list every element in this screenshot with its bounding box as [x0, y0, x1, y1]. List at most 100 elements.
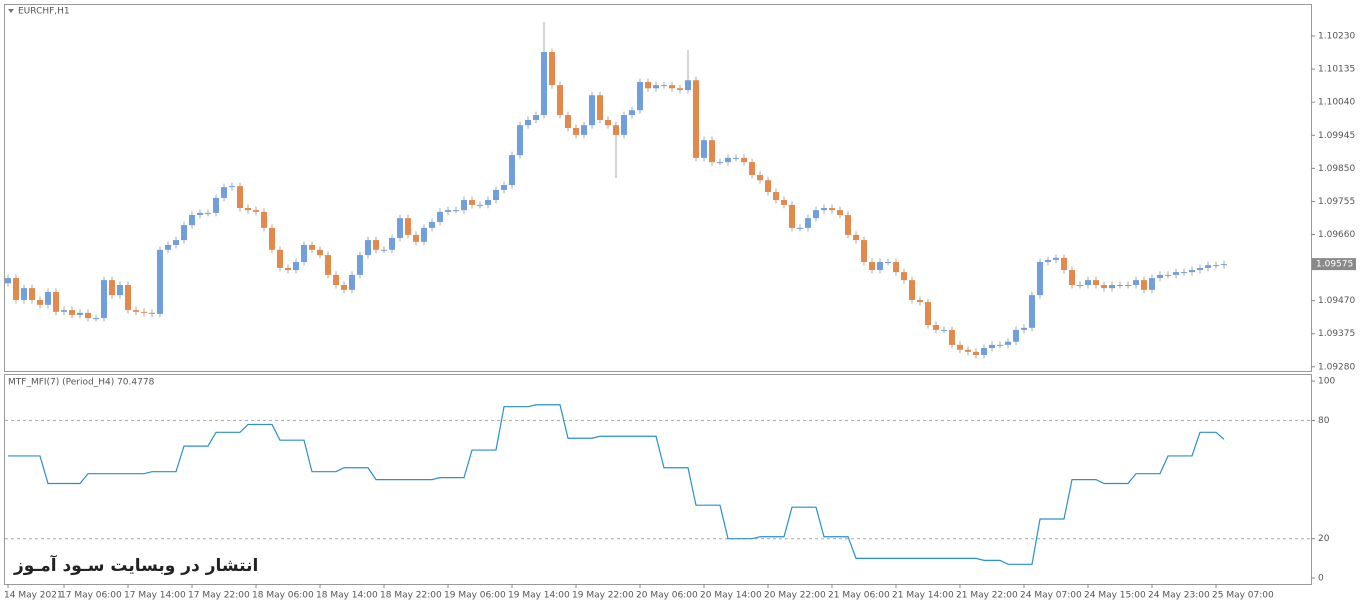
candle-body: [213, 197, 219, 213]
x-tick-label: 24 May 23:00: [1148, 591, 1210, 601]
candle-body: [1181, 272, 1187, 274]
last-price-box: [1312, 258, 1356, 271]
candle-body: [813, 210, 819, 219]
candle-body: [829, 208, 835, 211]
x-tick-label: 24 May 15:00: [1084, 591, 1146, 601]
candle-body: [341, 284, 347, 290]
candle-body: [45, 291, 51, 305]
y-tick-label: 80: [1318, 416, 1330, 426]
candle-body: [1101, 284, 1107, 289]
candle-body: [1221, 264, 1227, 266]
candle-body: [797, 227, 803, 229]
x-tick-label: 17 May 22:00: [188, 591, 250, 601]
indicator-panel: [4, 374, 1312, 585]
candle-body: [557, 85, 563, 116]
y-tick-label: 1.10040: [1318, 98, 1355, 108]
candle-body: [645, 81, 651, 89]
candle-body: [77, 312, 83, 315]
candle-body: [669, 85, 675, 89]
candle-body: [533, 115, 539, 120]
candle-body: [965, 349, 971, 352]
candle-body: [349, 274, 355, 290]
candle-body: [437, 211, 443, 222]
menu-arrow[interactable]: [8, 9, 14, 13]
y-tick-label: 1.10135: [1318, 65, 1355, 75]
candle-body: [989, 344, 995, 349]
candle-body: [285, 267, 291, 271]
candle-body: [1117, 284, 1123, 286]
x-tick-label: 21 May 22:00: [956, 591, 1018, 601]
candle-body: [269, 227, 275, 250]
last-price-label: 1.09575: [1316, 260, 1353, 270]
candle-body: [1093, 280, 1099, 285]
candle-body: [733, 157, 739, 159]
candle-body: [333, 274, 339, 285]
candle-body: [917, 299, 923, 303]
candle-body: [61, 310, 67, 312]
y-tick-label: 1.09280: [1318, 362, 1355, 372]
indicator-title: MTF_MFI(7) (Period_H4) 70.4778: [8, 378, 155, 388]
y-tick-label: 20: [1318, 534, 1330, 544]
candle-body: [725, 157, 731, 163]
candle-body: [933, 325, 939, 330]
x-tick-label: 20 May 22:00: [764, 591, 826, 601]
candle-body: [261, 211, 267, 228]
candle-body: [1141, 280, 1147, 290]
x-tick-label: 20 May 14:00: [700, 591, 762, 601]
candle-body: [501, 185, 507, 190]
candle-body: [685, 80, 691, 91]
candle-body: [69, 310, 75, 315]
candle-body: [717, 162, 723, 164]
candle-body: [101, 280, 107, 319]
candle-body: [509, 155, 515, 186]
y-tick-label: 1.09945: [1318, 131, 1355, 141]
candle-body: [957, 344, 963, 350]
candle-body: [141, 311, 147, 313]
candle-body: [1125, 284, 1131, 286]
candle-body: [1133, 280, 1139, 285]
y-tick-label: 100: [1318, 377, 1335, 387]
candle-body: [357, 255, 363, 275]
candle-body: [85, 312, 91, 319]
candle-body: [317, 249, 323, 256]
candle-body: [885, 262, 891, 264]
y-tick-label: 1.10230: [1318, 32, 1355, 42]
candle-body: [1037, 262, 1043, 296]
candle-body: [1053, 257, 1059, 260]
candle-body: [909, 280, 915, 300]
candle-body: [861, 240, 867, 263]
candle-body: [981, 348, 987, 355]
candle-body: [573, 127, 579, 135]
candle-body: [189, 215, 195, 226]
candle-body: [53, 291, 59, 312]
candle-body: [381, 249, 387, 251]
candle-body: [29, 288, 35, 300]
x-tick-label: 19 May 06:00: [444, 591, 506, 601]
candle-body: [253, 210, 259, 212]
candle-body: [749, 162, 755, 175]
candle-body: [1157, 274, 1163, 279]
candle-body: [541, 52, 547, 116]
candle-body: [845, 215, 851, 235]
candle-body: [757, 174, 763, 181]
candle-body: [701, 140, 707, 158]
candle-body: [389, 237, 395, 250]
x-tick-label: 19 May 14:00: [508, 591, 570, 601]
candle-body: [789, 204, 795, 228]
candle-body: [773, 192, 779, 201]
y-tick-label: 1.09755: [1318, 197, 1355, 207]
candle-body: [781, 200, 787, 205]
x-tick-label: 25 May 07:00: [1212, 591, 1274, 601]
candle-body: [117, 284, 123, 296]
candle-body: [1165, 274, 1171, 276]
candle-body: [229, 186, 235, 188]
candle-body: [1085, 280, 1091, 285]
candle-body: [365, 240, 371, 256]
candle-body: [373, 240, 379, 250]
candle-body: [821, 208, 827, 211]
candle-body: [477, 204, 483, 206]
candle-body: [469, 200, 475, 205]
candle-body: [309, 244, 315, 250]
candle-body: [221, 187, 227, 198]
